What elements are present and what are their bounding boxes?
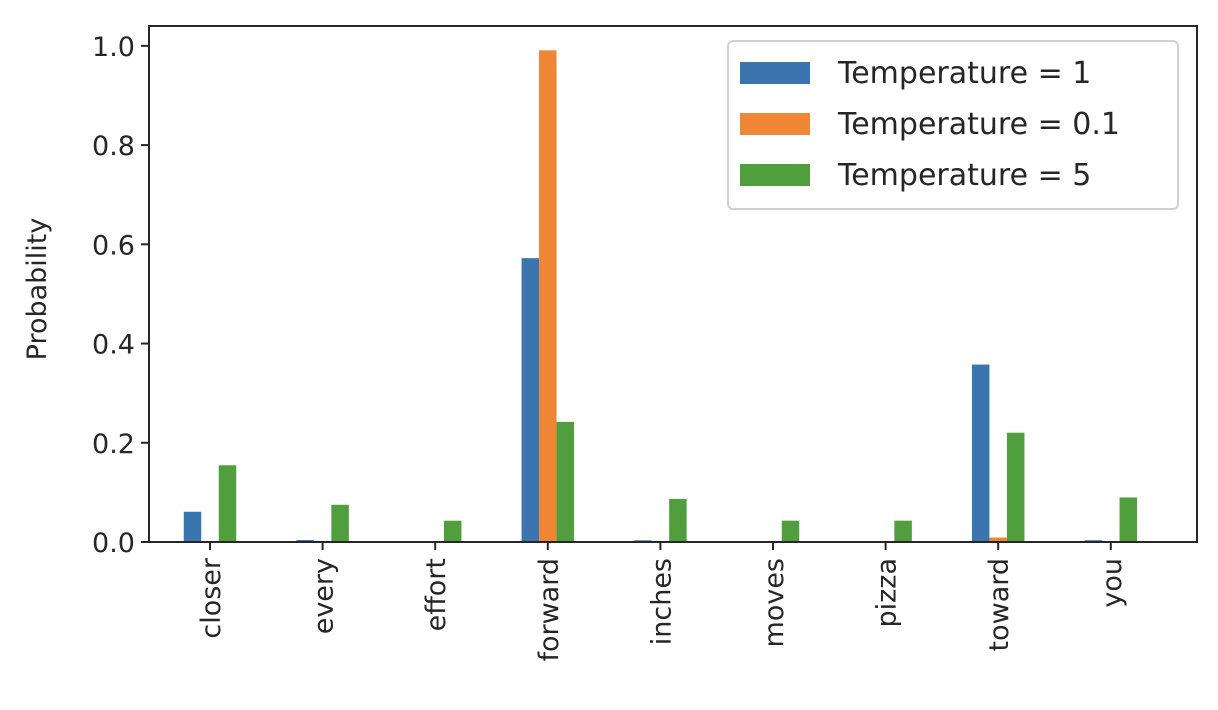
y-tick-label: 0.0 (92, 528, 135, 559)
plot-frame (148, 25, 1198, 543)
x-tick-label: moves (759, 558, 790, 647)
legend-label: Temperature = 1 (837, 56, 1091, 91)
bars-group (183, 50, 1138, 543)
bar-forward-series-2 (539, 50, 557, 543)
x-tick-label: every (309, 558, 340, 634)
y-tick-label: 0.4 (92, 330, 135, 361)
y-tick-label: 1.0 (92, 32, 135, 63)
legend-swatch (740, 113, 810, 135)
y-tick-label: 0.6 (92, 230, 135, 261)
x-tick-label: forward (534, 558, 565, 662)
x-tick-label: you (1097, 558, 1128, 608)
legend-label: Temperature = 0.1 (837, 107, 1120, 142)
bar-effort-series-3 (443, 520, 462, 542)
bar-closer-series-3 (218, 465, 237, 542)
bar-every-series-3 (331, 504, 349, 542)
bar-pizza-series-3 (894, 520, 912, 542)
bar-toward-series-3 (1006, 432, 1025, 542)
legend-swatch (740, 164, 810, 186)
x-tick-label: closer (196, 557, 227, 639)
legend-label: Temperature = 5 (837, 158, 1091, 193)
legend-swatch (740, 62, 810, 84)
y-tick-label: 0.8 (92, 131, 135, 162)
x-tick-label: effort (421, 558, 452, 631)
legend: Temperature = 1 Temperature = 0.1 Temperat… (727, 40, 1179, 210)
x-tick-label: pizza (872, 558, 903, 628)
bar-you-series-3 (1119, 497, 1138, 542)
x-tick-label: inches (646, 558, 677, 645)
y-tick-label: 0.2 (92, 429, 135, 460)
bar-moves-series-3 (781, 520, 800, 542)
bar-forward-series-3 (556, 421, 575, 542)
bar-inches-series-3 (669, 498, 687, 542)
x-axis: closer every effort forward inches moves pizza… (196, 542, 1128, 662)
bar-toward-series-1 (971, 364, 990, 542)
bar-toward-series-2 (989, 537, 1007, 542)
y-axis: 0.0 0.2 0.4 0.6 0.8 1.0 (92, 32, 149, 559)
bar-closer-series-1 (183, 511, 202, 542)
y-axis-label: Probability (22, 218, 53, 361)
x-tick-label: toward (984, 558, 1015, 652)
legend-box (727, 40, 1179, 210)
bar-forward-series-1 (521, 258, 540, 542)
